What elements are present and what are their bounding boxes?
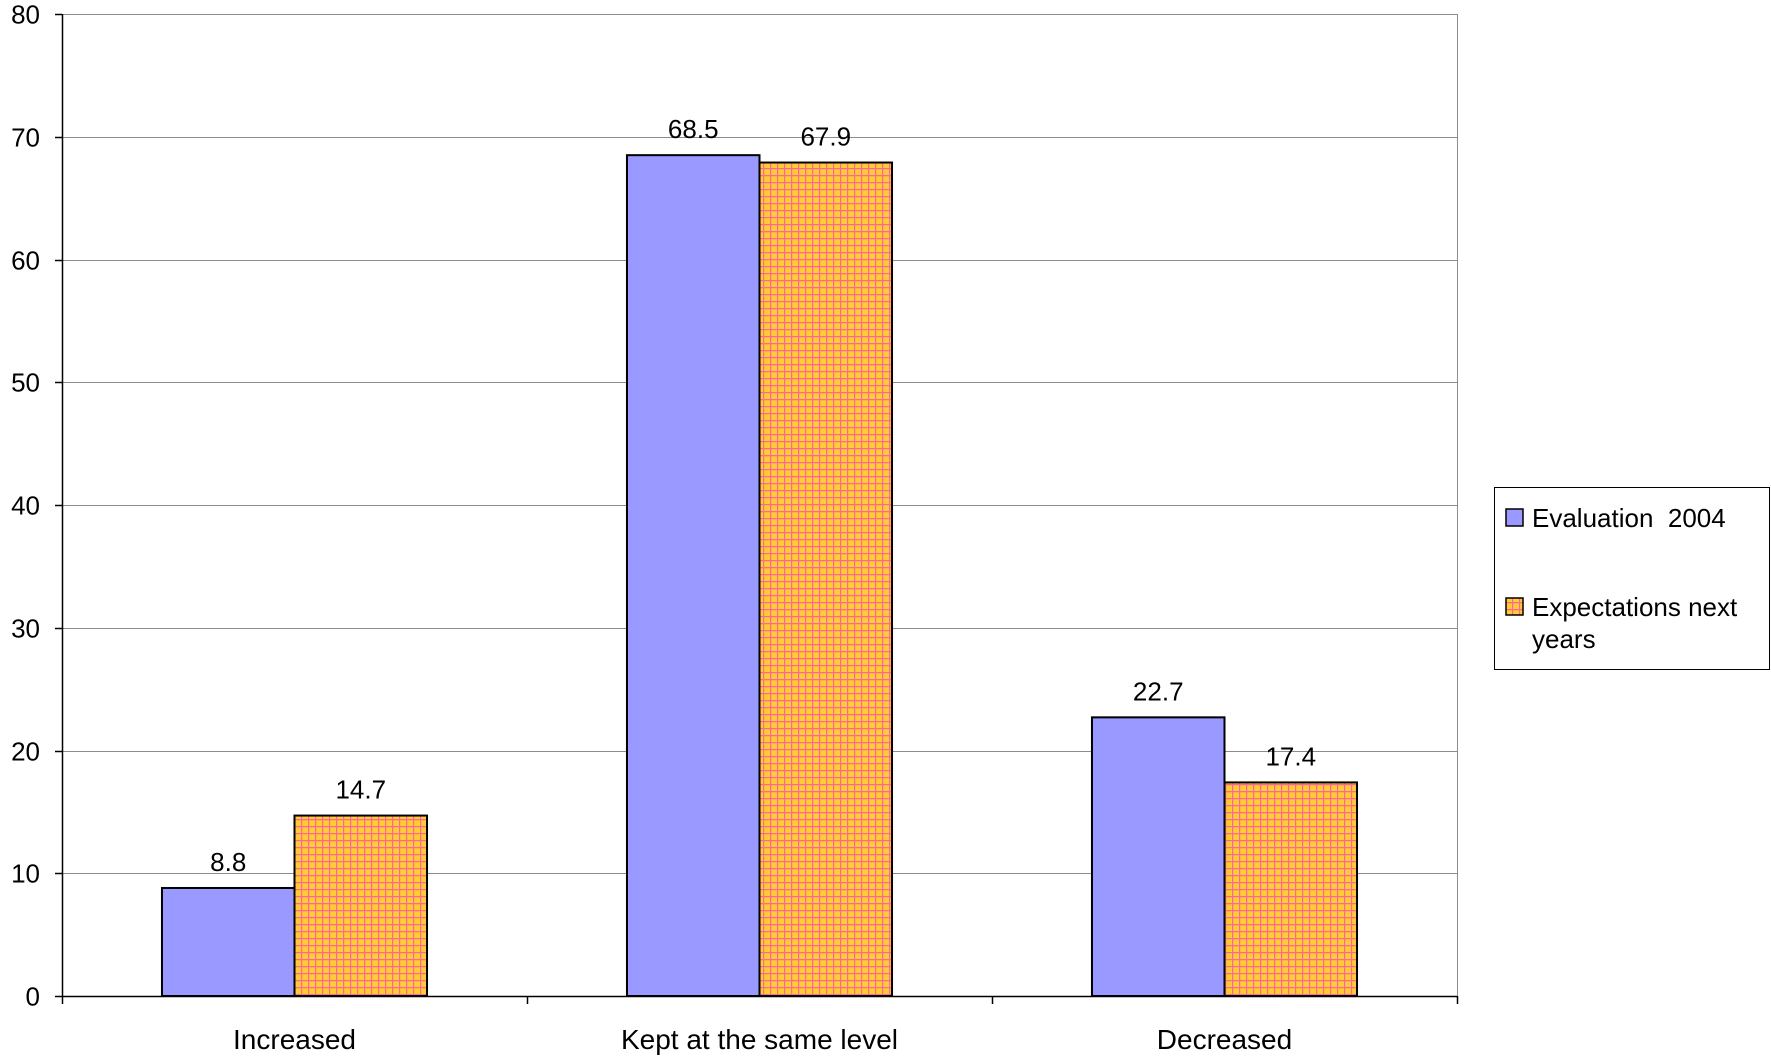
legend-label: Expectations next xyxy=(1532,592,1738,622)
legend-label-continued: years xyxy=(1532,624,1596,654)
bar-expectations xyxy=(758,161,894,997)
legend-swatch xyxy=(1505,597,1524,616)
y-tick-label: 10 xyxy=(11,859,40,889)
bar-evaluation xyxy=(160,886,296,997)
data-label: 17.4 xyxy=(1265,741,1316,771)
x-tick-label: Kept at the same level xyxy=(621,1024,898,1055)
data-label: 8.8 xyxy=(210,847,246,877)
data-label: 67.9 xyxy=(800,122,851,152)
x-tick-label: Increased xyxy=(233,1024,356,1055)
legend-box xyxy=(1494,487,1770,670)
y-tick-label: 20 xyxy=(11,737,40,767)
y-tick-label: 50 xyxy=(11,368,40,398)
legend-label: Evaluation 2004 xyxy=(1532,503,1726,533)
y-tick-label: 70 xyxy=(11,123,40,153)
bar-expectations xyxy=(1223,781,1359,997)
y-tick-label: 80 xyxy=(11,0,40,30)
y-tick-label: 40 xyxy=(11,491,40,521)
y-tick-label: 0 xyxy=(26,982,40,1012)
legend-swatch xyxy=(1505,508,1524,527)
bars xyxy=(160,154,1359,998)
x-tick-label: Decreased xyxy=(1157,1024,1292,1055)
y-tick-label: 60 xyxy=(11,246,40,276)
bar-evaluation xyxy=(1090,716,1226,997)
y-tick-label: 30 xyxy=(11,614,40,644)
data-labels: 8.8 14.7 68.5 67.9 22.7 17.4 xyxy=(210,114,1316,877)
data-label: 22.7 xyxy=(1133,676,1184,706)
data-label: 14.7 xyxy=(335,775,386,805)
bar-expectations xyxy=(293,814,429,997)
data-label: 68.5 xyxy=(668,114,719,144)
bar-evaluation xyxy=(625,154,761,998)
